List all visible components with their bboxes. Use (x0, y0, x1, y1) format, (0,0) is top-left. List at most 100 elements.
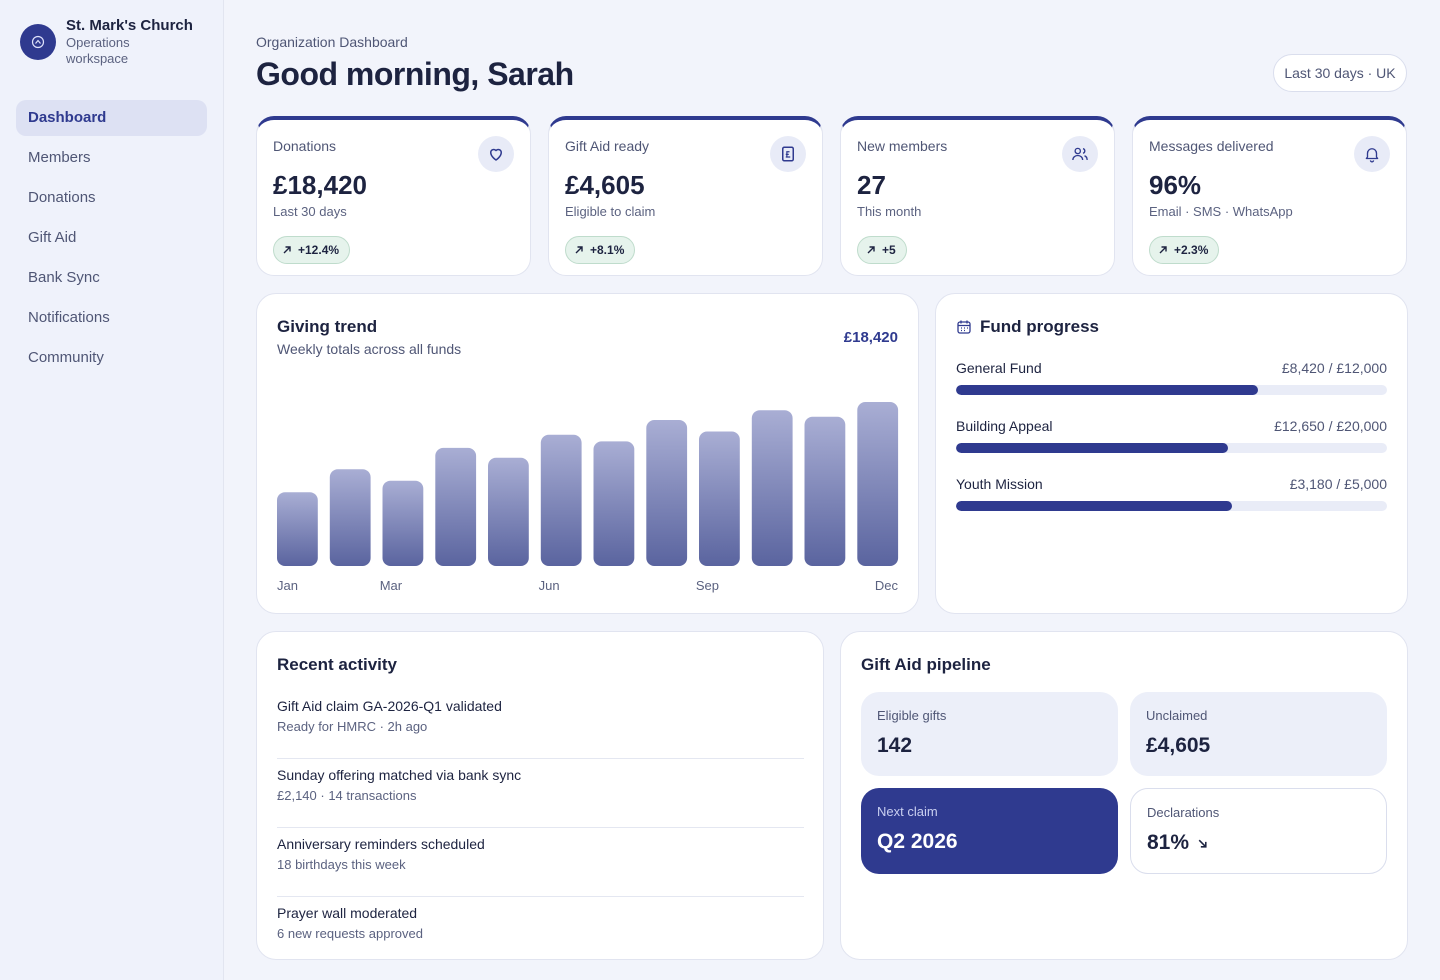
bell-icon (1354, 136, 1390, 172)
arrow-up-right-icon (1159, 246, 1167, 254)
fund-amount: £12,650 / £20,000 (1274, 418, 1387, 434)
change-badge: +12.4% (273, 236, 351, 264)
chart-bar-oct[interactable] (751, 410, 793, 566)
stat-caption: Email · SMS · WhatsApp (1149, 204, 1293, 219)
chart-bar-jun[interactable] (540, 434, 582, 566)
trend-total: £18,420 (843, 329, 898, 346)
stat-value: 96% (1149, 170, 1202, 200)
fund-general[interactable]: General Fund £8,420 / £12,000 (956, 360, 1387, 395)
chart-bar-sep[interactable] (699, 431, 740, 567)
stat-caption: Eligible to claim (565, 204, 656, 219)
unclaimed-tile[interactable]: Unclaimed £4,605 (1130, 692, 1387, 776)
users-icon (1062, 136, 1098, 172)
arrow-down-right-icon (1198, 839, 1207, 848)
heart-icon (478, 136, 514, 172)
change-value: +8.1% (590, 243, 625, 257)
brand[interactable]: St. Mark's Church Operations workspace (20, 18, 193, 67)
arrow-up-right-icon (575, 246, 583, 254)
activity-list: Gift Aid claim GA-2026-Q1 validated Read… (277, 690, 804, 966)
fund-name: Building Appeal (956, 418, 1053, 434)
activity-title: Recent activity (277, 655, 397, 674)
sidebar-item-members[interactable]: Members (28, 149, 91, 166)
change-badge: +5 (857, 236, 907, 264)
fund-youth-mission[interactable]: Youth Mission £3,180 / £5,000 (956, 476, 1387, 511)
activity-item-title: Prayer wall moderated (277, 905, 418, 921)
arrow-up-right-icon (283, 246, 291, 254)
fund-amount: £8,420 / £12,000 (1281, 360, 1387, 376)
list-item[interactable]: Gift Aid claim GA-2026-Q1 validated Read… (277, 690, 804, 759)
list-item[interactable]: Sunday offering matched via bank sync £2… (277, 759, 804, 828)
activity-item-meta: 6 new requests approved (277, 926, 423, 941)
stat-caption: Last 30 days (273, 204, 347, 219)
chart-bar-jan[interactable] (277, 492, 318, 566)
tile-label: Unclaimed (1146, 708, 1208, 723)
brand-name: St. Mark's Church (66, 17, 193, 34)
fund-building-appeal[interactable]: Building Appeal £12,650 / £20,000 (956, 418, 1387, 453)
stat-value: £4,605 (565, 170, 645, 200)
x-tick-label: Dec (875, 578, 899, 593)
tile-value: 142 (877, 734, 913, 757)
fund-progress-fill (956, 385, 1258, 395)
activity-item-title: Sunday offering matched via bank sync (277, 767, 522, 783)
fund-progress-title: Fund progress (980, 317, 1100, 336)
next-claim-tile[interactable]: Next claim Q2 2026 (861, 788, 1118, 874)
stat-value: 27 (857, 170, 886, 200)
sidebar-item-donations[interactable]: Donations (28, 189, 96, 206)
stat-card-donations[interactable]: Donations £18,420 Last 30 days +12.4% (256, 116, 531, 276)
trend-subtitle: Weekly totals across all funds (277, 341, 462, 357)
chart-bar-feb[interactable] (329, 469, 371, 566)
calendar-icon (957, 320, 971, 334)
chart-bar-dec[interactable] (857, 402, 899, 566)
stat-card-messages[interactable]: Messages delivered 96% Email · SMS · Wha… (1132, 116, 1407, 276)
x-tick-label: Jan (277, 578, 298, 593)
tile-label: Declarations (1147, 805, 1220, 820)
tile-value: 81% (1147, 831, 1190, 854)
sidebar-item-notifications[interactable]: Notifications (28, 309, 110, 326)
chart-bar-aug[interactable] (646, 420, 688, 566)
x-tick-label: Mar (380, 578, 403, 593)
x-tick-label: Jun (539, 578, 560, 593)
list-item[interactable]: Anniversary reminders scheduled 18 birth… (277, 828, 804, 897)
stat-label: Gift Aid ready (565, 138, 650, 154)
chart-bar-jul[interactable] (593, 441, 635, 566)
fund-name: General Fund (956, 360, 1042, 376)
gift-aid-pipeline-panel: Gift Aid pipeline Eligible gifts 142 Unc… (840, 631, 1408, 960)
fund-progress-fill (956, 443, 1228, 453)
fund-progress-fill (956, 501, 1232, 511)
list-item[interactable]: Prayer wall moderated 6 new requests app… (277, 897, 804, 966)
sidebar-item-community[interactable]: Community (28, 349, 104, 366)
tile-value: £4,605 (1146, 734, 1211, 757)
tile-value: Q2 2026 (877, 830, 958, 853)
document-pound-icon (770, 136, 806, 172)
stat-label: Donations (273, 138, 337, 154)
stat-label: New members (857, 138, 948, 154)
date-range-selector[interactable]: Last 30 days · UK (1273, 54, 1407, 92)
sidebar-nav: Dashboard Members Donations Gift Aid Ban… (16, 100, 207, 380)
fund-amount: £3,180 / £5,000 (1289, 476, 1387, 492)
church-logo-icon (20, 24, 56, 60)
fund-progress-track (956, 501, 1387, 511)
stat-label: Messages delivered (1149, 138, 1274, 154)
chart-bar-mar[interactable] (382, 480, 424, 566)
stat-card-gift-aid[interactable]: Gift Aid ready £4,605 Eligible to claim … (548, 116, 823, 276)
fund-name: Youth Mission (956, 476, 1043, 492)
stat-caption: This month (857, 204, 922, 219)
chart-bar-may[interactable] (488, 457, 529, 566)
eligible-gifts-tile[interactable]: Eligible gifts 142 (861, 692, 1118, 776)
fund-progress-track (956, 443, 1387, 453)
chart-bar-nov[interactable] (804, 416, 846, 566)
declarations-tile[interactable]: Declarations 81% (1130, 788, 1387, 874)
stat-value: £18,420 (273, 170, 367, 200)
sidebar-item-bank-sync[interactable]: Bank Sync (28, 269, 100, 286)
recent-activity-panel: Recent activity Gift Aid claim GA-2026-Q… (256, 631, 824, 960)
pipeline-title: Gift Aid pipeline (861, 655, 991, 674)
sidebar: St. Mark's Church Operations workspace D… (0, 0, 224, 980)
activity-item-meta: Ready for HMRC · 2h ago (277, 719, 428, 734)
activity-item-meta: £2,140 · 14 transactions (277, 788, 417, 803)
stat-card-new-members[interactable]: New members 27 This month +5 (840, 116, 1115, 276)
change-value: +5 (882, 243, 896, 257)
chart-bar-apr[interactable] (435, 447, 477, 566)
sidebar-item-gift-aid[interactable]: Gift Aid (28, 229, 77, 246)
page-subtitle: Organization Dashboard (256, 34, 408, 50)
sidebar-item-dashboard[interactable]: Dashboard (16, 100, 207, 136)
